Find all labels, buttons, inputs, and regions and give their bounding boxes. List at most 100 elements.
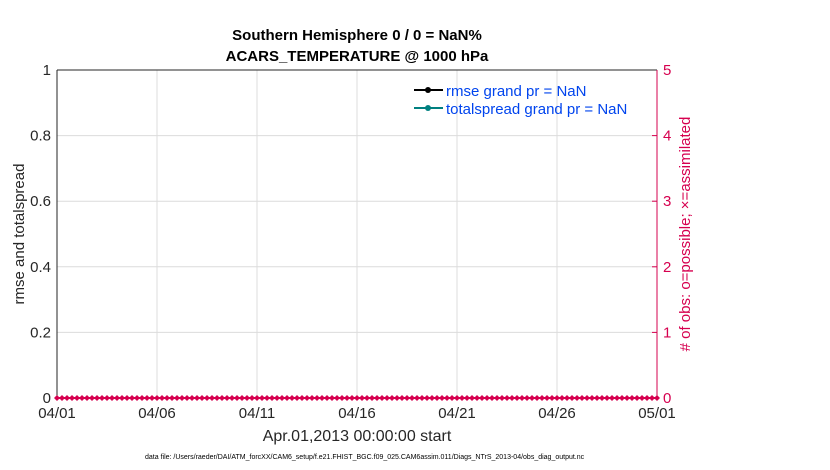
obs-count-marker: [344, 395, 350, 401]
x-tick-label: 04/26: [538, 405, 576, 422]
obs-count-marker: [559, 395, 565, 401]
right-y-tick-label: 5: [663, 62, 671, 79]
obs-count-marker: [154, 395, 160, 401]
y-tick-label: 0.6: [30, 193, 51, 210]
y-tick-label: 1: [43, 62, 51, 79]
obs-count-marker: [434, 395, 440, 401]
obs-count-marker: [649, 395, 655, 401]
obs-count-marker: [104, 395, 110, 401]
obs-count-marker: [549, 395, 555, 401]
obs-count-marker: [89, 395, 95, 401]
obs-count-marker: [179, 395, 185, 401]
obs-count-marker: [569, 395, 575, 401]
obs-count-marker: [369, 395, 375, 401]
obs-count-marker: [364, 395, 370, 401]
x-tick-label: 04/01: [38, 405, 76, 422]
obs-count-marker: [184, 395, 190, 401]
legend-entry: totalspread grand pr = NaN: [446, 101, 627, 118]
obs-count-marker: [454, 395, 460, 401]
obs-count-marker: [209, 395, 215, 401]
obs-count-marker: [449, 395, 455, 401]
obs-count-marker: [139, 395, 145, 401]
x-tick-label: 04/11: [239, 405, 275, 422]
obs-count-marker: [99, 395, 105, 401]
obs-count-marker: [379, 395, 385, 401]
data-file-footer: data file: /Users/raeder/DAI/ATM_forcXX/…: [145, 454, 585, 461]
obs-count-marker: [169, 395, 175, 401]
obs-count-marker: [134, 395, 140, 401]
y-tick-label: 0: [43, 390, 51, 407]
obs-count-marker: [339, 395, 345, 401]
obs-count-marker: [144, 395, 150, 401]
obs-count-marker: [444, 395, 450, 401]
obs-count-marker: [314, 395, 320, 401]
obs-count-marker: [354, 395, 360, 401]
obs-count-marker: [249, 395, 255, 401]
right-y-tick-label: 3: [663, 193, 671, 210]
obs-count-marker: [264, 395, 270, 401]
chart-title: Southern Hemisphere 0 / 0 = NaN%: [232, 27, 482, 44]
obs-count-marker: [509, 395, 515, 401]
obs-count-marker: [469, 395, 475, 401]
obs-count-marker: [64, 395, 70, 401]
obs-count-marker: [109, 395, 115, 401]
obs-count-marker: [484, 395, 490, 401]
obs-count-marker: [624, 395, 630, 401]
x-tick-label: 04/06: [138, 405, 176, 422]
obs-count-marker: [94, 395, 100, 401]
obs-count-marker: [334, 395, 340, 401]
obs-count-marker: [224, 395, 230, 401]
obs-count-marker: [74, 395, 80, 401]
obs-count-marker: [464, 395, 470, 401]
obs-count-marker: [544, 395, 550, 401]
right-y-axis-label: # of obs: o=possible; ×=assimilated: [677, 117, 694, 352]
obs-count-marker: [414, 395, 420, 401]
obs-count-marker: [534, 395, 540, 401]
obs-count-marker: [579, 395, 585, 401]
obs-count-marker: [124, 395, 130, 401]
obs-count-marker: [374, 395, 380, 401]
obs-count-marker: [174, 395, 180, 401]
obs-count-marker: [394, 395, 400, 401]
obs-count-marker: [409, 395, 415, 401]
x-tick-label: 04/16: [338, 405, 376, 422]
obs-count-marker: [389, 395, 395, 401]
obs-count-marker: [589, 395, 595, 401]
obs-count-marker: [474, 395, 480, 401]
obs-count-marker: [259, 395, 265, 401]
obs-count-marker: [329, 395, 335, 401]
obs-count-marker: [529, 395, 535, 401]
obs-count-marker: [319, 395, 325, 401]
obs-count-marker: [494, 395, 500, 401]
obs-count-marker: [269, 395, 275, 401]
obs-count-marker: [644, 395, 650, 401]
x-tick-label: 04/21: [438, 405, 476, 422]
obs-count-marker: [149, 395, 155, 401]
y-axis-label: rmse and totalspread: [11, 164, 28, 305]
legend-marker: [425, 105, 431, 111]
obs-count-marker: [404, 395, 410, 401]
obs-count-marker: [419, 395, 425, 401]
right-y-tick-label: 1: [663, 324, 671, 341]
obs-count-marker: [309, 395, 315, 401]
obs-count-marker: [489, 395, 495, 401]
obs-count-marker: [574, 395, 580, 401]
obs-count-marker: [204, 395, 210, 401]
obs-count-marker: [274, 395, 280, 401]
obs-count-marker: [564, 395, 570, 401]
obs-count-marker: [54, 395, 60, 401]
y-tick-label: 0.4: [30, 259, 51, 276]
obs-count-marker: [399, 395, 405, 401]
obs-count-marker: [119, 395, 125, 401]
obs-count-marker: [59, 395, 65, 401]
obs-count-marker: [479, 395, 485, 401]
obs-count-marker: [424, 395, 430, 401]
obs-count-marker: [289, 395, 295, 401]
x-tick-label: 05/01: [638, 405, 676, 422]
obs-count-marker: [159, 395, 165, 401]
obs-count-marker: [189, 395, 195, 401]
obs-count-marker: [129, 395, 135, 401]
obs-count-marker: [614, 395, 620, 401]
